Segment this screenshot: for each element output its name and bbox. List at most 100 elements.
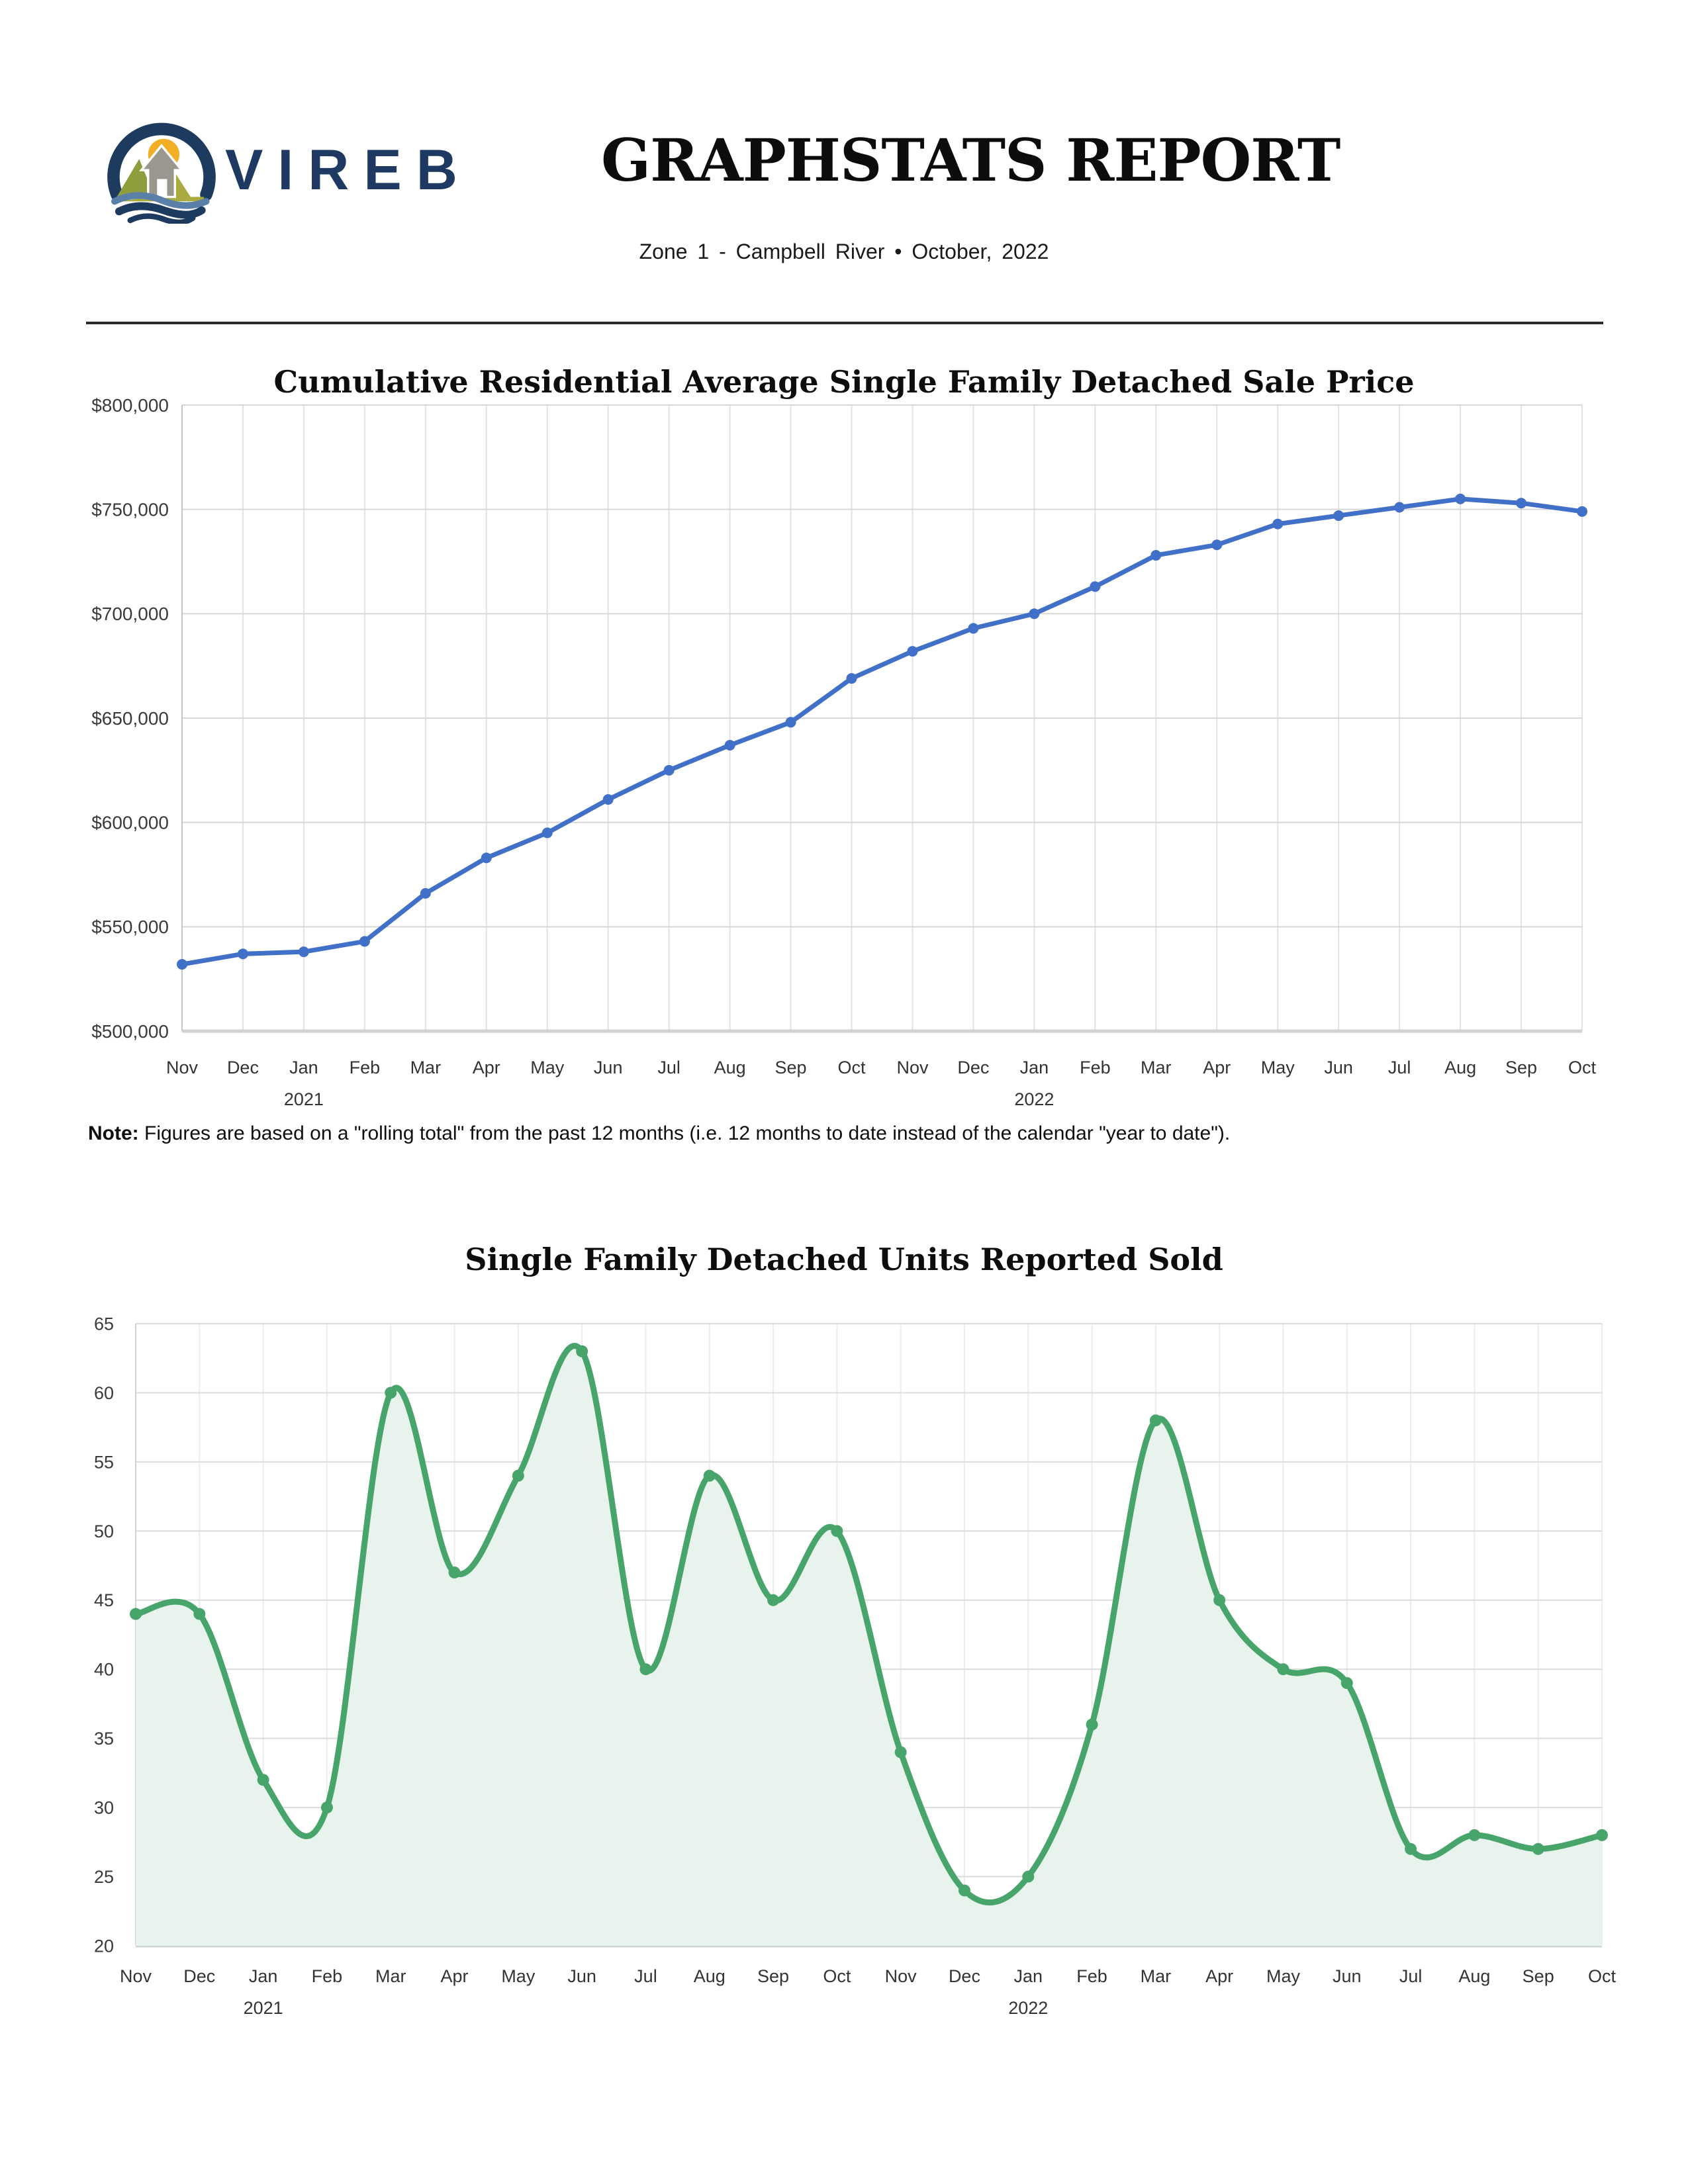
vireb-logo-icon <box>107 122 216 224</box>
x-year-label: 2022 <box>1014 1089 1054 1109</box>
x-tick-label: Jan <box>1020 1058 1049 1077</box>
x-tick-label: Mar <box>1141 1966 1172 1986</box>
data-point <box>130 1608 142 1620</box>
x-tick-label: Jun <box>567 1966 596 1986</box>
data-point <box>237 948 248 960</box>
data-point <box>298 946 309 958</box>
x-tick-label: Nov <box>885 1966 917 1986</box>
x-tick-label: Feb <box>312 1966 343 1986</box>
y-tick-label: 45 <box>94 1590 114 1610</box>
x-tick-label: Dec <box>957 1058 989 1077</box>
data-point <box>767 1594 780 1606</box>
data-point <box>1150 550 1162 561</box>
data-point <box>1405 1843 1417 1855</box>
data-point <box>639 1663 652 1676</box>
data-point <box>724 739 735 751</box>
x-tick-label: Jan <box>1013 1966 1043 1986</box>
y-tick-label: 30 <box>94 1798 114 1818</box>
logo-wave-3 <box>127 213 196 224</box>
x-tick-label: Feb <box>350 1058 381 1077</box>
data-point <box>385 1387 397 1399</box>
report-title: GRAPHSTATS REPORT <box>601 126 1340 195</box>
y-tick-label: 35 <box>94 1729 114 1749</box>
data-point <box>193 1608 206 1620</box>
area-fill <box>136 1345 1602 1946</box>
header-divider <box>86 322 1603 324</box>
x-tick-label: Apr <box>1205 1966 1233 1986</box>
x-tick-label: Oct <box>838 1058 867 1077</box>
x-tick-label: Jun <box>1324 1058 1353 1077</box>
x-tick-label: May <box>501 1966 536 1986</box>
x-tick-label: Apr <box>473 1058 500 1077</box>
x-tick-label: Apr <box>441 1966 469 1986</box>
data-point <box>448 1567 461 1578</box>
data-point <box>1596 1829 1608 1841</box>
data-point <box>1340 1677 1353 1690</box>
y-tick-label: $500,000 <box>91 1021 169 1042</box>
x-tick-label: May <box>530 1058 565 1077</box>
data-point <box>576 1345 588 1357</box>
x-tick-label: Sep <box>757 1966 789 1986</box>
x-year-label: 2021 <box>284 1089 324 1109</box>
data-point <box>177 959 187 970</box>
series-line <box>179 496 1585 967</box>
x-tick-label: Aug <box>1458 1966 1490 1986</box>
x-tick-label: Sep <box>1505 1058 1537 1077</box>
y-tick-label: 25 <box>94 1867 114 1887</box>
data-point <box>481 852 492 864</box>
y-tick-label: $700,000 <box>91 604 169 624</box>
y-tick-label: 60 <box>94 1383 114 1403</box>
x-tick-label: Jun <box>594 1058 623 1077</box>
data-point <box>785 717 796 728</box>
data-point <box>1090 581 1101 592</box>
logo-door <box>157 179 167 197</box>
data-point <box>1211 539 1223 551</box>
data-point <box>907 646 918 657</box>
x-tick-label: Jul <box>634 1966 657 1986</box>
data-point <box>831 1525 843 1537</box>
logo-wave-2 <box>115 202 206 219</box>
data-point <box>1333 510 1344 522</box>
x-tick-label: Oct <box>1568 1058 1597 1077</box>
x-tick-label: Jan <box>289 1058 318 1077</box>
x-tick-label: Dec <box>949 1966 980 1986</box>
note-label: Note: <box>88 1122 139 1144</box>
data-point <box>359 936 370 947</box>
y-tick-label: 20 <box>94 1936 114 1956</box>
data-point <box>320 1801 333 1814</box>
y-tick-label: 65 <box>94 1314 114 1334</box>
y-tick-label: $800,000 <box>91 397 169 416</box>
x-tick-label: Jul <box>1399 1966 1423 1986</box>
data-point <box>1022 1870 1035 1883</box>
units-chart-title: Single Family Detached Units Reported So… <box>465 1242 1223 1277</box>
data-point <box>1272 518 1284 529</box>
data-point <box>958 1884 970 1897</box>
data-point <box>1468 1829 1481 1841</box>
logo-mountain-left <box>117 159 155 197</box>
x-tick-label: Sep <box>775 1058 807 1077</box>
data-point <box>541 827 553 839</box>
x-tick-label: Feb <box>1076 1966 1107 1986</box>
data-point <box>846 673 857 684</box>
x-tick-label: Mar <box>410 1058 442 1077</box>
y-tick-label: $650,000 <box>91 708 169 729</box>
data-point <box>703 1469 716 1482</box>
data-point <box>1029 608 1040 619</box>
data-point <box>420 887 431 899</box>
x-year-label: 2022 <box>1008 1998 1048 2018</box>
x-tick-label: Oct <box>823 1966 851 1986</box>
y-tick-label: $550,000 <box>91 917 169 937</box>
x-tick-label: May <box>1261 1058 1295 1077</box>
y-tick-label: 50 <box>94 1522 114 1541</box>
price-chart: $500,000 $550,000 $600,000 $650,000 $700,000… <box>91 397 1597 1109</box>
y-tick-label: $750,000 <box>91 499 169 520</box>
x-year-label: 2021 <box>244 1998 283 2018</box>
data-point <box>257 1774 269 1786</box>
data-point <box>1516 498 1527 509</box>
y-tick-label: 40 <box>94 1660 114 1680</box>
data-point <box>1532 1843 1544 1855</box>
x-tick-label: Dec <box>227 1058 259 1077</box>
x-tick-label: Sep <box>1523 1966 1554 1986</box>
x-tick-label: Aug <box>694 1966 726 1986</box>
